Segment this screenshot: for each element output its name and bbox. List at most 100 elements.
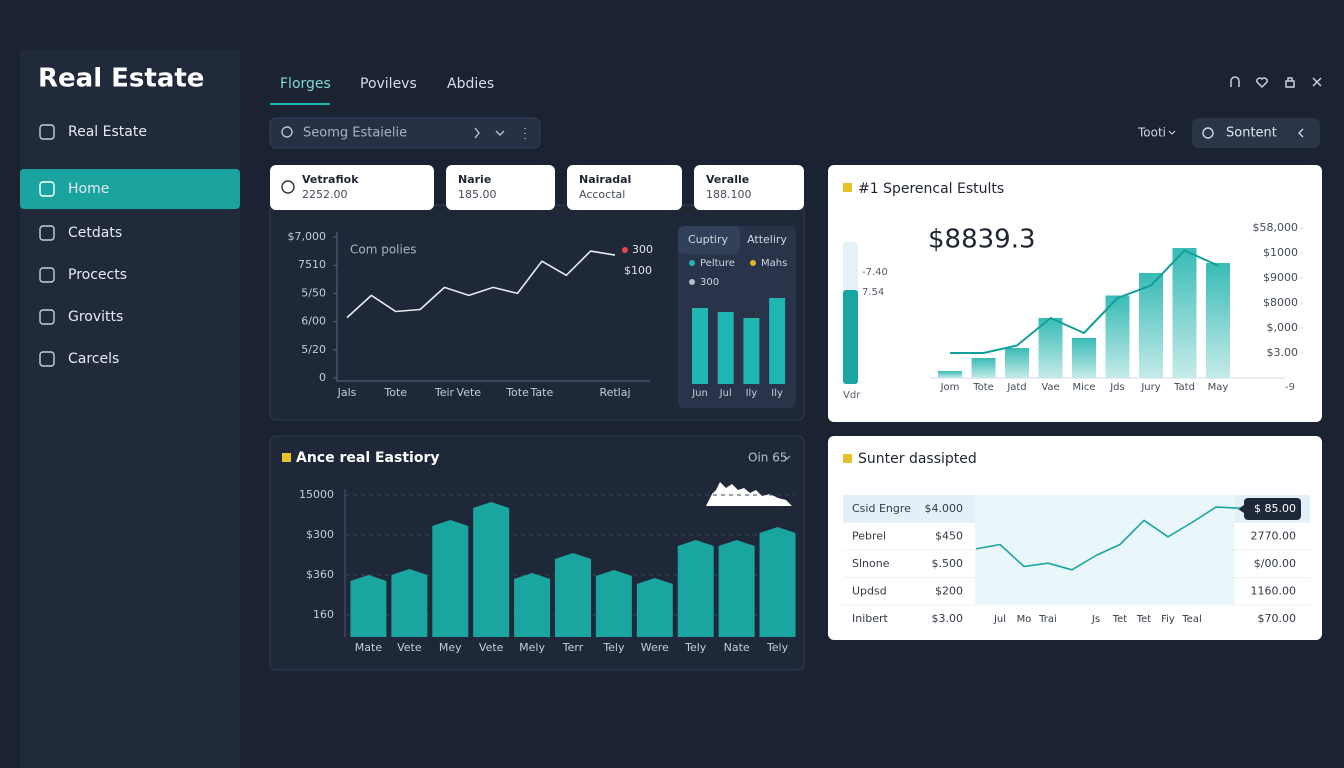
bar	[636, 578, 673, 637]
legend-label: Pelture	[700, 258, 735, 269]
nav-icon	[39, 225, 55, 241]
x-tick-label: Terr	[562, 641, 584, 654]
title-icon	[282, 453, 291, 462]
bar	[1072, 338, 1096, 378]
gauge-label: 7.54	[862, 287, 884, 298]
title-icon	[843, 183, 852, 192]
y-tick-label: $58,000	[1253, 221, 1299, 234]
stat-card[interactable]	[446, 165, 555, 210]
cell: $4.000	[925, 502, 964, 515]
nav-icon	[39, 351, 55, 367]
window-icons[interactable]	[1230, 76, 1322, 89]
tab[interactable]: Abdies	[447, 76, 494, 92]
nav-item[interactable]: Carcels	[68, 351, 119, 367]
button-icon	[1202, 127, 1214, 139]
panel	[828, 165, 1322, 422]
cell: 1160.00	[1251, 585, 1297, 598]
sub-tab[interactable]: Atteliry	[747, 233, 787, 246]
legend-dot	[750, 260, 756, 266]
x-tick-label: Nate	[724, 641, 750, 654]
annotation: $100	[624, 264, 652, 277]
x-tick-label: Jds	[1109, 382, 1125, 393]
y-tick-label: 5/20	[301, 343, 326, 356]
card-value: 188.100	[706, 188, 752, 201]
corner-label: -9	[1285, 382, 1295, 393]
cell: $200	[935, 585, 963, 598]
card-value: 185.00	[458, 188, 497, 201]
legend-label: Mahs	[761, 258, 787, 269]
x-tick-label: Tote	[383, 386, 407, 399]
x-tick-label: Jals	[337, 386, 357, 399]
stat-card[interactable]	[270, 165, 434, 210]
icon-home[interactable]	[1230, 76, 1240, 87]
nav-item[interactable]: Real Estate	[68, 124, 147, 140]
card-label: Narie	[458, 173, 491, 186]
card-label: Vetrafiok	[302, 173, 359, 186]
x-tick-label: Tely	[602, 641, 625, 654]
nav-item[interactable]: Home	[68, 181, 109, 197]
x-tick-label: Jul	[993, 614, 1006, 625]
line	[950, 249, 1219, 354]
x-tick-label: Vete	[457, 386, 482, 399]
stat-card[interactable]	[694, 165, 804, 210]
search-box[interactable]	[269, 117, 541, 149]
bar	[1206, 263, 1230, 378]
legend-dot	[689, 279, 695, 285]
gauge-label: -7.40	[862, 267, 888, 278]
x-tick-label: May	[1208, 382, 1229, 393]
nav-icon	[39, 124, 55, 140]
tab[interactable]: Povilevs	[360, 76, 417, 92]
tab[interactable]: Florges	[280, 76, 331, 92]
toolbar-dropdown[interactable]: Tooti	[1137, 126, 1166, 140]
x-tick-label: Jatd	[1006, 382, 1026, 393]
nav-icon	[39, 267, 55, 283]
sub-tab-active	[678, 226, 740, 254]
bar	[555, 553, 591, 637]
y-tick-label: 0	[319, 371, 326, 384]
x-tick-label: Teal	[1181, 614, 1201, 625]
bar	[677, 540, 714, 637]
icon-heart[interactable]	[1256, 77, 1268, 89]
icon-close[interactable]	[1312, 77, 1322, 87]
x-tick-label: Mo	[1017, 614, 1032, 625]
x-tick-label: Mice	[1072, 382, 1095, 393]
nav-item[interactable]: Cetdats	[68, 225, 122, 241]
toolbar-button[interactable]	[1192, 118, 1320, 148]
cell: Updsd	[852, 585, 887, 598]
nav-item[interactable]: Procects	[68, 267, 127, 283]
title-icon	[843, 454, 852, 463]
x-tick-label: Ily	[771, 388, 783, 399]
card-value: Accoctal	[579, 188, 625, 201]
sub-tab[interactable]: Cuptiry	[688, 233, 729, 246]
cell: $70.00	[1258, 612, 1297, 625]
stat-card[interactable]	[567, 165, 682, 210]
bar	[1005, 348, 1029, 378]
bar	[717, 312, 734, 384]
button-arrow	[1298, 128, 1304, 138]
cell: 2770.00	[1251, 530, 1297, 543]
bar	[769, 298, 786, 384]
bar	[692, 308, 708, 384]
panel-title: #1 Sperencal Estults	[858, 181, 1004, 197]
nav-item[interactable]: Grovitts	[68, 309, 123, 325]
headline: $8839.3	[928, 225, 1036, 255]
y-tick-label: $360	[306, 568, 334, 581]
x-tick-label: Vete	[479, 641, 504, 654]
bar	[595, 570, 632, 637]
search-placeholder: Seomg Estaielie	[303, 126, 407, 141]
gauge-label: Vdr	[843, 390, 861, 401]
search-icon	[281, 126, 293, 138]
y-tick-label: 6/00	[301, 315, 326, 328]
y-tick-label: 7510	[298, 258, 326, 271]
icon-lock[interactable]	[1285, 77, 1295, 88]
y-tick-label: $300	[306, 528, 334, 541]
cell: $/00.00	[1254, 557, 1296, 570]
y-tick-label: 15000	[299, 488, 334, 501]
nav-item-active[interactable]	[20, 169, 240, 209]
bar	[1105, 295, 1130, 378]
bar	[759, 527, 796, 637]
cell: $ 85.00	[1254, 502, 1296, 515]
bar	[938, 371, 962, 378]
dropdown[interactable]: Oin 65	[748, 451, 787, 465]
